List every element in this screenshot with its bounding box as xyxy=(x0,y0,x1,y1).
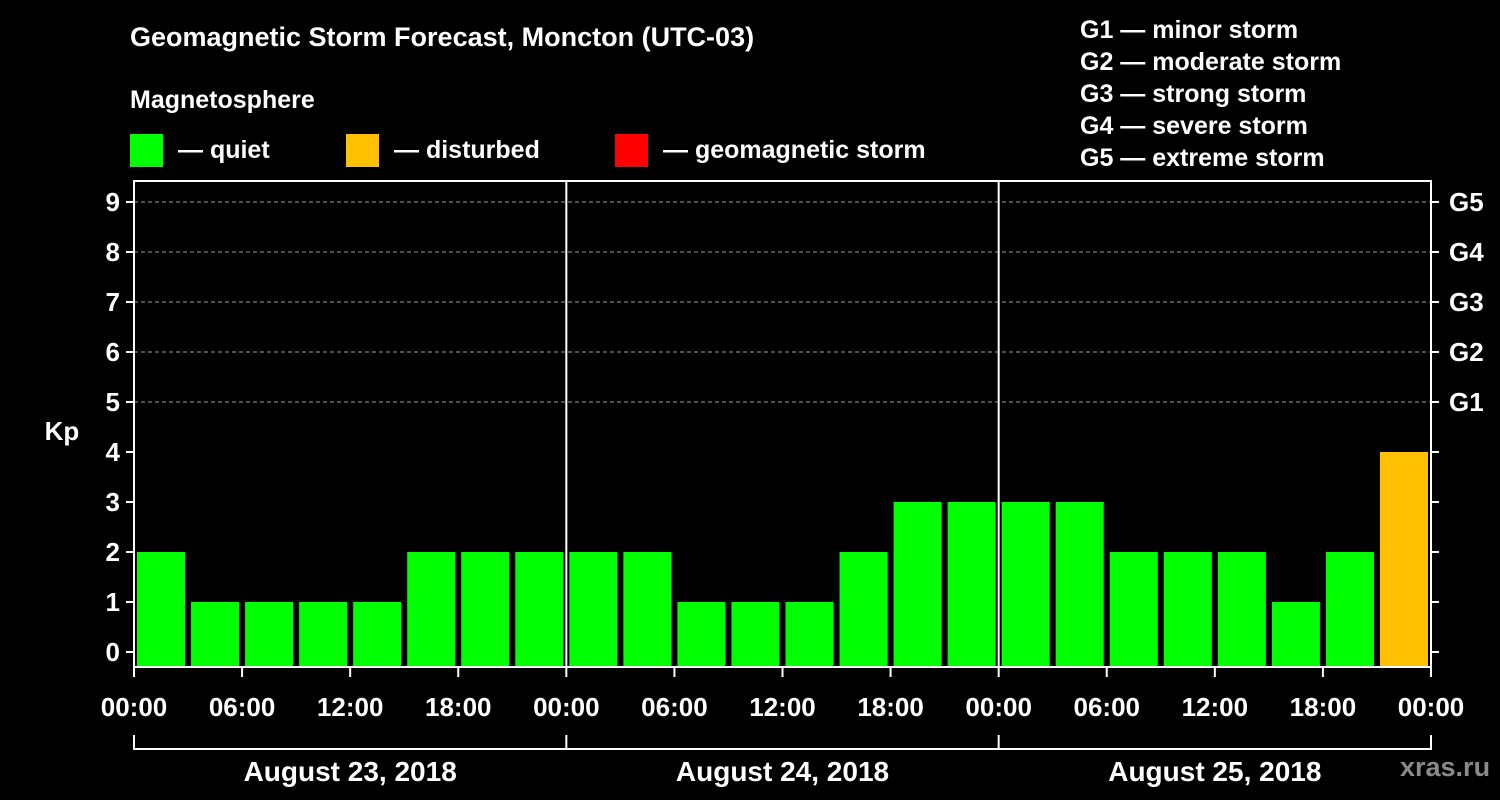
y-tick-label: 5 xyxy=(106,387,120,417)
x-tick-label: 06:00 xyxy=(641,692,708,722)
kp-bar xyxy=(1163,552,1212,667)
x-tick-label: 12:00 xyxy=(1182,692,1249,722)
y-tick-label: 0 xyxy=(106,637,120,667)
legend-heading: Magnetosphere xyxy=(130,86,315,114)
kp-bar xyxy=(623,552,672,667)
chart-title: Geomagnetic Storm Forecast, Moncton (UTC… xyxy=(130,22,755,52)
y-axis-label: Kp xyxy=(45,416,80,446)
quiet-swatch xyxy=(130,133,163,167)
g-scale-label: G3 xyxy=(1449,287,1484,317)
x-tick-label: 00:00 xyxy=(1398,692,1465,722)
storm-scale-g3: G3 — strong storm xyxy=(1080,80,1307,108)
y-tick-label: 7 xyxy=(106,287,120,317)
kp-bar xyxy=(1271,602,1320,667)
kp-bar xyxy=(1379,452,1428,667)
kp-bar xyxy=(569,552,618,667)
legend-label-disturbed: — disturbed xyxy=(394,135,540,164)
kp-bar xyxy=(839,552,888,667)
legend-item-disturbed: — disturbed xyxy=(346,133,540,167)
legend-item-quiet: — quiet xyxy=(130,133,270,167)
kp-bar xyxy=(893,502,942,667)
g-scale-label: G2 xyxy=(1449,337,1484,367)
disturbed-swatch xyxy=(346,133,379,167)
storm-scale-legend: G1 — minor storm G2 — moderate storm G3 … xyxy=(1080,14,1341,174)
kp-bar xyxy=(785,602,834,667)
day-label: August 23, 2018 xyxy=(244,756,457,787)
x-tick-label: 18:00 xyxy=(857,692,924,722)
x-tick-label: 00:00 xyxy=(101,692,168,722)
y-tick-label: 9 xyxy=(106,187,120,217)
kp-bar xyxy=(947,502,996,667)
x-tick-label: 00:00 xyxy=(533,692,600,722)
x-tick-label: 12:00 xyxy=(317,692,384,722)
kp-bar xyxy=(515,552,564,667)
y-tick-label: 6 xyxy=(106,337,120,367)
kp-bar xyxy=(299,602,348,667)
x-tick-label: 18:00 xyxy=(1290,692,1357,722)
x-tick-label: 00:00 xyxy=(965,692,1032,722)
kp-bar xyxy=(731,602,780,667)
legend-item-storm: — geomagnetic storm xyxy=(615,133,926,167)
kp-bar xyxy=(245,602,294,667)
storm-scale-g4: G4 — severe storm xyxy=(1080,112,1308,140)
kp-bar xyxy=(1109,552,1158,667)
storm-scale-g5: G5 — extreme storm xyxy=(1080,144,1325,172)
storm-swatch xyxy=(615,133,648,167)
kp-bar xyxy=(407,552,456,667)
day-label: August 24, 2018 xyxy=(676,756,889,787)
y-tick-label: 8 xyxy=(106,237,120,267)
g-scale-label: G5 xyxy=(1449,187,1484,217)
g-scale-label: G1 xyxy=(1449,387,1484,417)
y-tick-label: 3 xyxy=(106,487,120,517)
kp-bar xyxy=(1325,552,1374,667)
day-label: August 25, 2018 xyxy=(1108,756,1321,787)
kp-bar xyxy=(1055,502,1104,667)
g-scale-label: G4 xyxy=(1449,237,1484,267)
y-tick-label: 4 xyxy=(106,437,121,467)
legend-label-storm: — geomagnetic storm xyxy=(663,135,926,164)
kp-bar xyxy=(137,552,186,667)
kp-bar xyxy=(677,602,726,667)
y-tick-label: 1 xyxy=(106,587,120,617)
kp-bar xyxy=(1001,502,1050,667)
legend-label-quiet: — quiet xyxy=(178,135,270,164)
kp-bar xyxy=(191,602,240,667)
x-tick-label: 06:00 xyxy=(209,692,276,722)
storm-scale-g2: G2 — moderate storm xyxy=(1080,48,1342,76)
storm-scale-g1: G1 — minor storm xyxy=(1080,16,1299,44)
kp-bar xyxy=(353,602,402,667)
watermark: xras.ru xyxy=(1400,752,1491,782)
y-tick-label: 2 xyxy=(106,537,120,567)
x-tick-label: 12:00 xyxy=(749,692,816,722)
kp-bar xyxy=(461,552,510,667)
x-tick-label: 18:00 xyxy=(425,692,492,722)
x-tick-label: 06:00 xyxy=(1074,692,1141,722)
kp-bar xyxy=(1217,552,1266,667)
